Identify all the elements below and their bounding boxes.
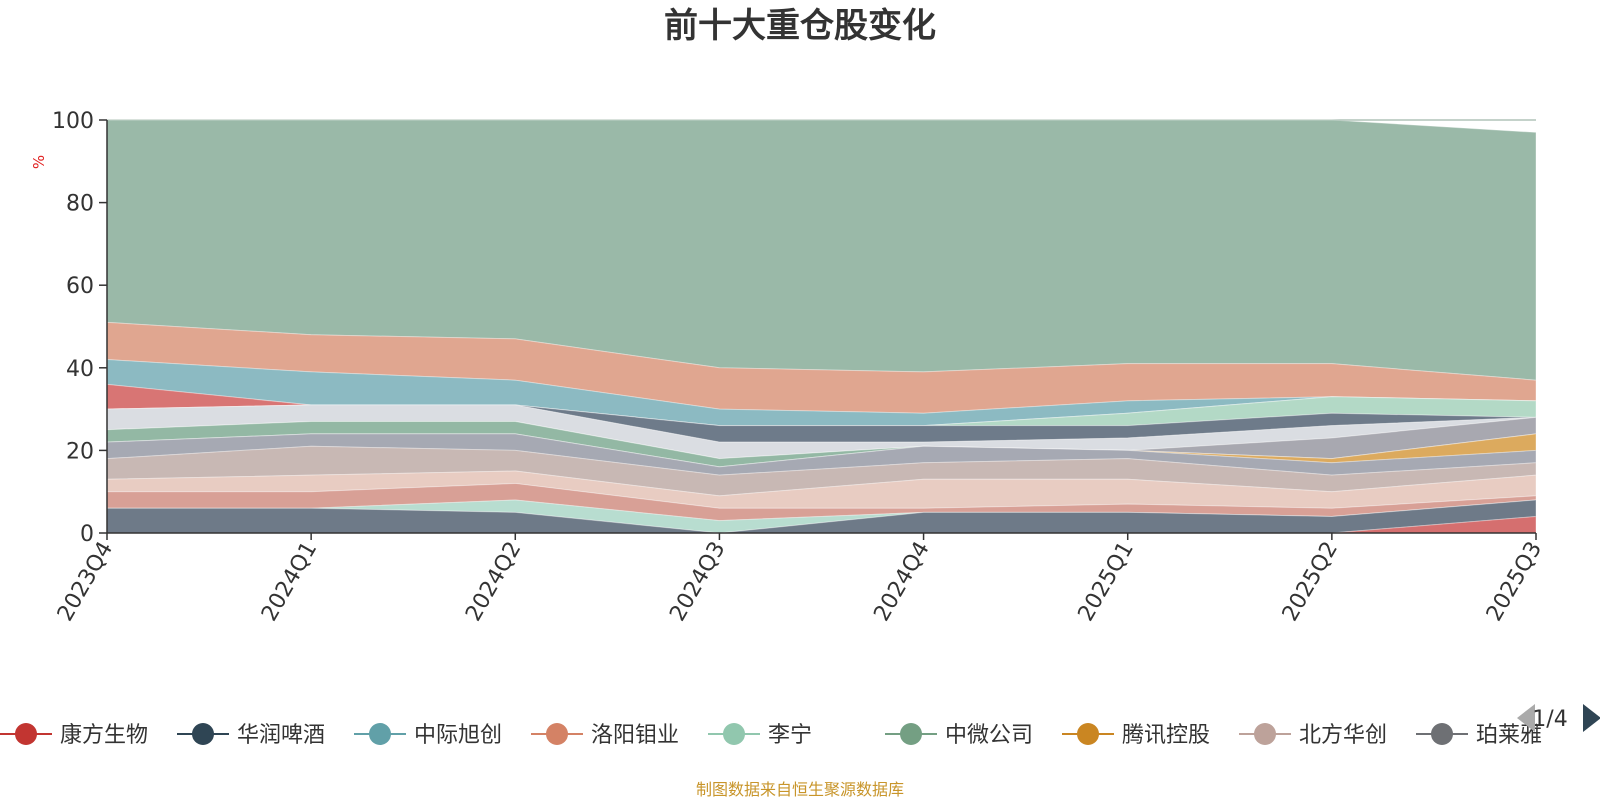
area-series <box>106 433 1537 468</box>
x-tick-label: 2025Q3 <box>1482 538 1547 626</box>
legend-label: 华润啤酒 <box>237 723 325 748</box>
legend-marker-icon <box>1431 723 1453 745</box>
legend-item[interactable]: 中微公司 <box>885 723 1033 748</box>
legend-label: 李宁 <box>768 723 812 748</box>
x-tick-label: 2024Q4 <box>869 538 934 626</box>
source-note: 制图数据来自恒生聚源数据库 <box>696 780 904 799</box>
legend-marker-icon <box>369 723 391 745</box>
legend-page-indicator: 1/4 <box>1532 707 1567 732</box>
stacked-areas <box>106 119 1537 534</box>
y-tick-label: 20 <box>66 439 94 464</box>
legend-next-icon[interactable] <box>1583 704 1600 732</box>
legend-item[interactable]: 康方生物 <box>0 723 148 748</box>
y-tick-label: 80 <box>66 192 94 217</box>
legend-item[interactable]: 珀莱雅 <box>1416 723 1542 748</box>
legend-item[interactable]: 洛阳钼业 <box>531 723 679 748</box>
legend-label: 洛阳钼业 <box>591 723 679 748</box>
legend-label: 中际旭创 <box>414 723 502 748</box>
legend-marker-icon <box>900 723 922 745</box>
legend-label: 康方生物 <box>60 723 148 748</box>
x-tick-label: 2024Q1 <box>257 538 322 626</box>
x-tick-label: 2024Q3 <box>665 538 730 626</box>
x-tick-label: 2024Q2 <box>461 538 526 626</box>
legend-marker-icon <box>192 723 214 745</box>
legend-label: 北方华创 <box>1299 723 1387 748</box>
x-tick-label: 2025Q1 <box>1074 538 1139 626</box>
area-series <box>106 416 1537 460</box>
legend-marker-icon <box>15 723 37 745</box>
legend-marker-icon <box>723 723 745 745</box>
legend-label: 中微公司 <box>945 723 1033 748</box>
y-tick-label: 60 <box>66 274 94 299</box>
legend-item[interactable]: 北方华创 <box>1239 723 1387 748</box>
legend-item[interactable]: 腾讯控股 <box>1062 723 1210 748</box>
y-tick-label: 40 <box>66 357 94 382</box>
legend-pager: 1/4 <box>1517 704 1600 732</box>
y-axis-unit: % <box>30 155 48 169</box>
y-tick-label: 0 <box>80 522 94 547</box>
legend-item[interactable]: 中际旭创 <box>354 723 502 748</box>
legend-marker-icon <box>546 723 568 745</box>
legend-label: 腾讯控股 <box>1122 723 1210 748</box>
legend-marker-icon <box>1254 723 1276 745</box>
legend: 康方生物 华润啤酒 中际旭创 洛阳钼业 李宁 中微公司 腾讯控股 北方华创 珀莱雅 <box>0 723 1542 748</box>
chart-title: 前十大重仓股变化 <box>664 6 936 46</box>
legend-marker-icon <box>1077 723 1099 745</box>
x-tick-label: 2025Q2 <box>1278 538 1343 626</box>
legend-item[interactable]: 华润啤酒 <box>177 723 325 748</box>
area-series <box>106 396 1537 427</box>
legend-prev-icon[interactable] <box>1517 704 1535 732</box>
legend-item[interactable]: 李宁 <box>708 723 812 748</box>
y-tick-label: 100 <box>52 109 94 134</box>
x-tick-label: 2023Q4 <box>53 538 118 626</box>
